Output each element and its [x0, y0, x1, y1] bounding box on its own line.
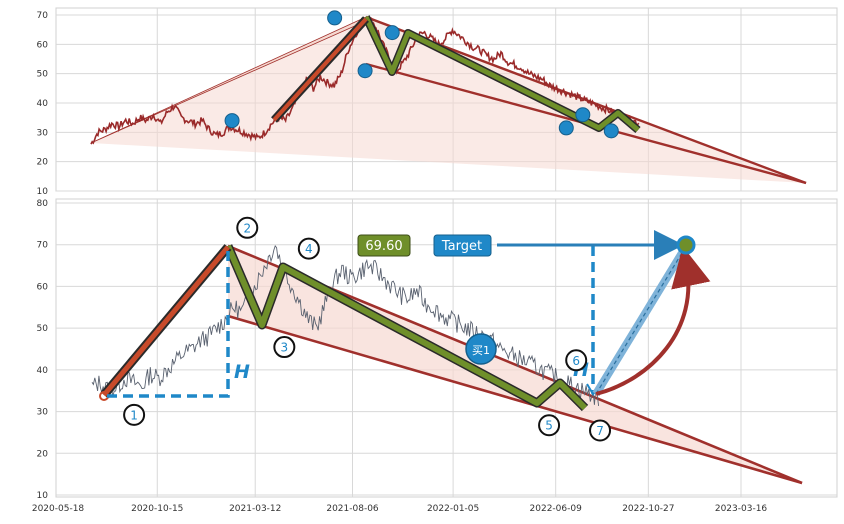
- top-y-tick-label: 50: [37, 70, 49, 80]
- top-y-tick-label: 70: [37, 11, 49, 21]
- pattern-label-circle: [565, 349, 588, 372]
- h-label-left: H: [234, 361, 250, 383]
- bottom-leg-fill: [225, 244, 588, 411]
- bottom-pattern-labels: 1 2 3 4 5 6 7: [123, 216, 612, 442]
- bottom-y-tick-label: 20: [37, 449, 49, 459]
- bottom-y-tick-label: 40: [37, 366, 49, 376]
- top-legs: [271, 15, 641, 134]
- top-y-tick-label: 10: [37, 187, 49, 197]
- bottom-price-line: [91, 244, 600, 406]
- top-y-tick-label: 60: [37, 40, 49, 50]
- target-badge-bg: [433, 234, 492, 257]
- pattern-label-circle: [123, 403, 146, 426]
- top-pattern-points: [224, 10, 619, 139]
- pattern-label-5: 5: [545, 419, 553, 433]
- x-tick-label: 2023-03-16: [715, 504, 768, 514]
- top-y-tick-label: 20: [37, 158, 49, 168]
- x-tick-label: 2021-08-06: [326, 504, 379, 514]
- top-y-tick-label: 30: [37, 128, 49, 138]
- top-pattern-point: [603, 123, 619, 139]
- top-leg-fill: [363, 15, 640, 132]
- top-triangle-fill: [91, 17, 806, 183]
- projection-line: [595, 247, 686, 395]
- top-y-axis: 10 20 30 40 50 60 70: [37, 11, 49, 197]
- target-label: Target: [441, 239, 482, 254]
- bottom-legs: [99, 244, 589, 412]
- target-value-label: 69.60: [365, 239, 402, 254]
- pattern-label-circle: [538, 414, 561, 437]
- h-guide-left: [107, 250, 230, 398]
- target-projection: [497, 230, 711, 397]
- top-pattern-point: [558, 120, 574, 136]
- top-y-tick-label: 40: [37, 99, 49, 109]
- pattern-label-circle: [236, 216, 259, 239]
- pattern-label-2: 2: [243, 221, 251, 235]
- buy-marker-label: 买1: [472, 344, 490, 357]
- target-badge: Target: [433, 234, 492, 257]
- top-pattern-point: [384, 25, 400, 41]
- pattern-label-circle: [297, 237, 320, 260]
- bottom-y-tick-label: 30: [37, 408, 49, 418]
- pattern-label-1: 1: [130, 408, 138, 422]
- buy-marker-circle: [465, 333, 497, 365]
- pattern-label-circle: [273, 336, 296, 359]
- pattern-label-3: 3: [281, 341, 289, 355]
- bottom-up-leg: [102, 245, 230, 397]
- bottom-y-tick-label: 80: [37, 199, 49, 209]
- top-pattern-point: [575, 107, 591, 123]
- x-tick-label: 2020-05-18: [32, 504, 85, 514]
- pattern-label-4: 4: [305, 242, 313, 256]
- top-pattern-point: [327, 10, 343, 26]
- bottom-y-tick-label: 60: [37, 282, 49, 292]
- bottom-y-tick-label: 10: [37, 491, 49, 501]
- pattern-label-6: 6: [572, 354, 580, 368]
- x-tick-label: 2020-10-15: [131, 504, 183, 514]
- bottom-lower-trendline: [227, 314, 803, 485]
- top-pattern-point: [224, 113, 240, 129]
- value-badge-bg: [357, 234, 411, 257]
- bottom-y-axis: 10 20 30 40 50 60 70 80: [37, 199, 49, 501]
- x-tick-label: 2022-06-09: [530, 504, 583, 514]
- target-point: [676, 235, 696, 255]
- target-curved-arrow: [595, 246, 711, 396]
- x-tick-label: 2022-01-05: [427, 504, 479, 514]
- x-tick-label: 2022-10-27: [622, 504, 674, 514]
- value-badge: 69.60: [357, 234, 411, 257]
- x-axis: 2020-05-18 2020-10-15 2021-03-12 2021-08-06…: [32, 504, 768, 514]
- top-pattern-point: [357, 63, 373, 79]
- bottom-y-tick-label: 70: [37, 241, 49, 251]
- bottom-y-tick-label: 50: [37, 324, 49, 334]
- pattern-label-7: 7: [596, 424, 604, 438]
- buy-marker: 买1: [465, 333, 497, 365]
- pattern-label-circle: [589, 419, 612, 442]
- top-up-leg: [272, 17, 368, 122]
- x-tick-label: 2021-03-12: [229, 504, 281, 514]
